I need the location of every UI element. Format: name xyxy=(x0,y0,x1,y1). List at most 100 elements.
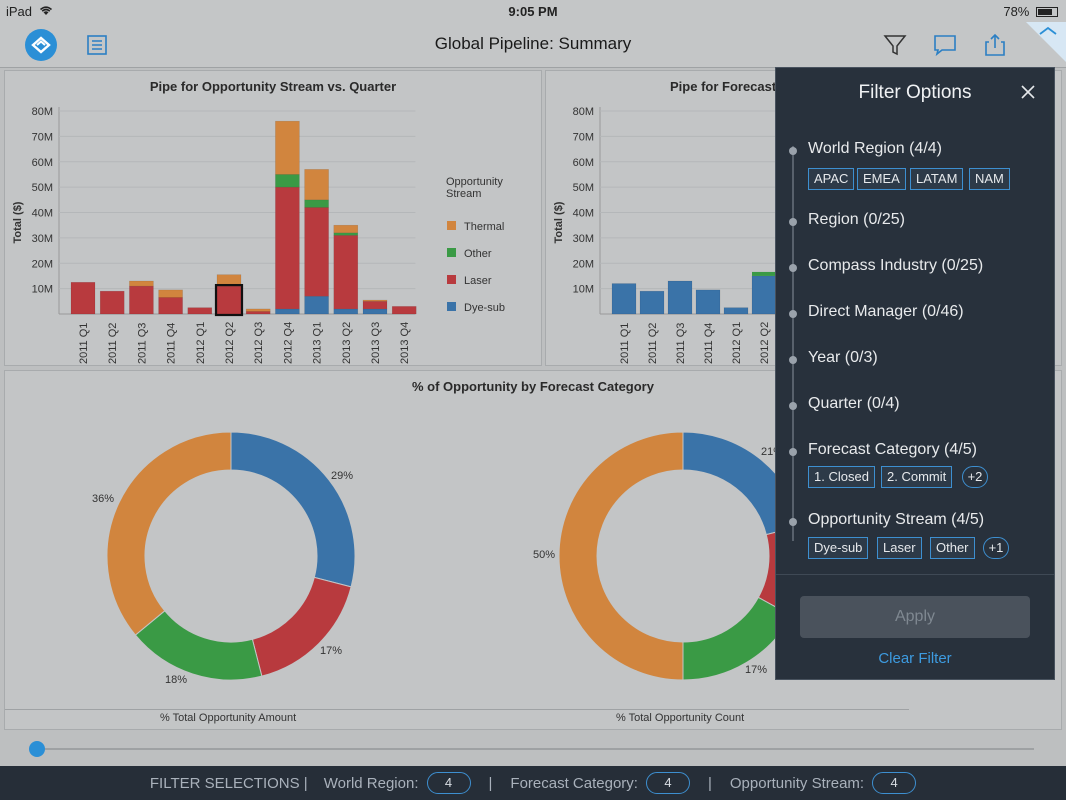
bar-segment xyxy=(639,290,665,315)
filter-item[interactable]: Quarter (0/4) xyxy=(808,395,900,412)
x-tick-label: 2012 Q4 xyxy=(282,322,294,364)
filter-item[interactable]: Year (0/3) xyxy=(808,349,878,366)
legend-swatch xyxy=(447,302,456,311)
filter-timeline-dot xyxy=(789,218,797,226)
y-tick-label: 40M xyxy=(573,208,594,220)
bar-segment xyxy=(304,295,329,315)
filter-timeline-dot xyxy=(789,264,797,272)
legend-swatch xyxy=(447,275,456,284)
clear-filter-button[interactable]: Clear Filter xyxy=(878,650,952,667)
donut-slice-label: 36% xyxy=(92,493,114,505)
stream-quarter-title: Pipe for Opportunity Stream vs. Quarter xyxy=(149,79,397,94)
bar-segment xyxy=(752,271,776,276)
donut-slice-label: 18% xyxy=(165,674,187,686)
filter-timeline-line xyxy=(792,146,794,541)
bar-segment xyxy=(158,297,183,315)
donut-slice-label: 50% xyxy=(533,549,555,561)
opportunity-stream-label: Opportunity Stream: xyxy=(729,774,865,792)
app-logo-icon[interactable] xyxy=(24,28,58,62)
x-tick-label: 2011 Q1 xyxy=(78,323,90,364)
more-chips-badge[interactable]: +2 xyxy=(962,466,988,488)
filter-selections-label: FILTER SELECTIONS | xyxy=(149,774,308,792)
forecast-category-label: Forecast Category: xyxy=(510,774,638,792)
x-tick-label: 2012 Q2 xyxy=(759,322,771,364)
apply-button[interactable]: Apply xyxy=(800,596,1030,638)
filter-chip[interactable]: NAM xyxy=(969,168,1010,190)
bar-segment xyxy=(275,174,300,188)
y-tick-label: 80M xyxy=(573,106,594,118)
bar-segment xyxy=(216,285,242,315)
donut-left-caption: % Total Opportunity Amount xyxy=(160,712,297,724)
share-icon[interactable] xyxy=(978,28,1012,62)
y-tick-label: 10M xyxy=(573,284,594,296)
close-icon[interactable] xyxy=(1018,82,1038,102)
bar-segment xyxy=(362,308,388,315)
y-tick-label: 20M xyxy=(573,258,594,270)
filter-chip[interactable]: Dye-sub xyxy=(808,537,869,559)
y-tick-label: 40M xyxy=(32,208,53,220)
filter-chip[interactable]: Laser xyxy=(877,537,922,559)
bar-segment xyxy=(70,282,96,315)
list-icon[interactable] xyxy=(80,28,114,62)
page-title: Global Pipeline: Summary xyxy=(434,34,632,53)
filter-item[interactable]: Forecast Category (4/5) xyxy=(808,441,977,458)
filter-timeline-dot xyxy=(789,448,797,456)
filter-timeline-dot xyxy=(789,310,797,318)
legend-label: Dye-sub xyxy=(464,302,505,314)
bar-segment xyxy=(99,290,125,315)
filter-chip[interactable]: EMEA xyxy=(857,168,906,190)
stream-quarter-chart[interactable]: 10M 20M 30M 40M 50M 60M 70M 80M Total ($) 2011 Q1… xyxy=(5,71,543,367)
more-chips-badge[interactable]: +1 xyxy=(983,537,1009,559)
y-tick-label: 80M xyxy=(32,106,53,118)
separator: | xyxy=(707,774,712,792)
x-tick-label: 2013 Q3 xyxy=(370,322,382,364)
bar-segment xyxy=(129,285,154,315)
forecast-category-count[interactable]: 4 xyxy=(645,772,690,794)
y-tick-label: 50M xyxy=(32,182,53,194)
forecast-donut-title: % of Opportunity by Forecast Category xyxy=(412,379,654,394)
bar-segment xyxy=(158,289,183,298)
filter-item[interactable]: Region (0/25) xyxy=(808,211,905,228)
filter-chip[interactable]: 1. Closed xyxy=(808,466,875,488)
bar-segment xyxy=(275,186,300,310)
filter-timeline-dot xyxy=(789,402,797,410)
time-slider-track[interactable] xyxy=(30,748,1034,750)
filter-chip[interactable]: 2. Commit xyxy=(881,466,953,488)
x-tick-label: 2013 Q1 xyxy=(312,322,324,364)
world-region-label: World Region: xyxy=(323,774,419,792)
x-tick-label: 2012 Q2 xyxy=(224,322,236,364)
bar-segment xyxy=(723,307,749,315)
opportunity-stream-count[interactable]: 4 xyxy=(872,772,917,794)
x-tick-label: 2012 Q3 xyxy=(253,322,265,364)
y-tick-label: 30M xyxy=(32,233,53,245)
filter-chip[interactable]: LATAM xyxy=(910,168,964,190)
collapse-arrow-icon[interactable] xyxy=(1026,22,1066,62)
x-tick-label: 2013 Q2 xyxy=(341,322,353,364)
divider xyxy=(5,709,909,710)
x-tick-label: 2012 Q1 xyxy=(195,322,207,364)
donut-slice xyxy=(134,610,263,681)
filter-item[interactable]: Opportunity Stream (4/5) xyxy=(808,511,985,528)
donut-slice xyxy=(106,431,232,636)
filter-item[interactable]: Compass Industry (0/25) xyxy=(808,257,984,274)
x-tick-label: 2011 Q2 xyxy=(107,323,119,364)
y-tick-label: 50M xyxy=(573,182,594,194)
comment-icon[interactable] xyxy=(928,28,962,62)
filter-chip[interactable]: Other xyxy=(930,537,975,559)
bar-segment xyxy=(275,120,300,175)
filter-item[interactable]: World Region (4/4) xyxy=(808,140,942,157)
world-region-count[interactable]: 4 xyxy=(426,772,471,794)
time-slider-handle[interactable] xyxy=(29,741,45,757)
bar-segment xyxy=(391,306,417,315)
x-tick-label: 2013 Q4 xyxy=(399,322,411,364)
separator: | xyxy=(488,774,493,792)
divider xyxy=(776,574,1054,575)
filter-item[interactable]: Direct Manager (0/46) xyxy=(808,303,964,320)
x-tick-label: 2011 Q2 xyxy=(647,323,659,364)
filter-icon[interactable] xyxy=(878,28,912,62)
y-axis-label: Total ($) xyxy=(553,201,565,243)
battery-icon xyxy=(1036,7,1058,17)
x-tick-label: 2011 Q4 xyxy=(703,323,715,364)
bar-segment xyxy=(304,169,329,201)
filter-chip[interactable]: APAC xyxy=(808,168,855,190)
